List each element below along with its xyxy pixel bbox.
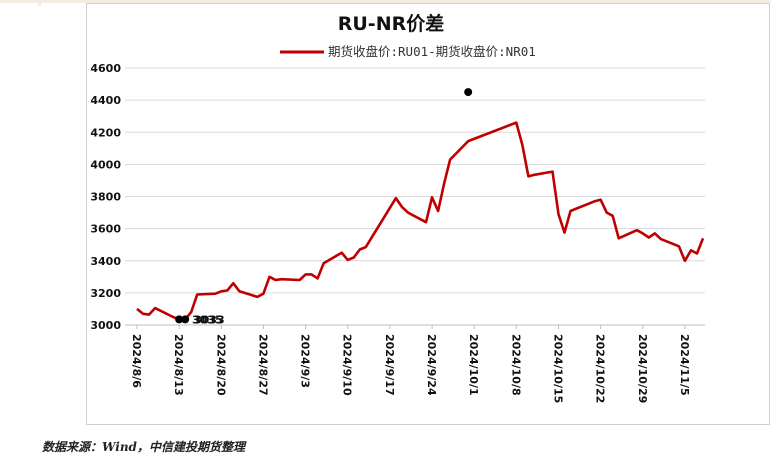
x-tick-label: 2024/10/15 <box>551 334 564 403</box>
y-tick-label: 4200 <box>90 126 121 139</box>
data-marker <box>175 315 184 324</box>
x-tick-label: 2024/9/24 <box>425 334 438 396</box>
series <box>136 121 705 321</box>
y-tick-label: 4000 <box>90 158 121 171</box>
x-tick-label: 2024/10/1 <box>467 334 480 396</box>
grid <box>125 67 705 326</box>
x-tick-label: 2024/9/17 <box>383 334 396 396</box>
left-rule <box>38 0 41 6</box>
y-tick-label: 3800 <box>90 191 121 204</box>
y-tick-label: 3200 <box>90 287 121 300</box>
legend-label: 期货收盘价:RU01-期货收盘价:NR01 <box>328 44 536 59</box>
x-tick-label: 2024/8/13 <box>172 334 185 396</box>
x-tick-label: 2024/10/8 <box>509 334 522 396</box>
chart-title: RU-NR价差 <box>338 12 444 35</box>
x-tick-label: 2024/9/3 <box>299 334 312 388</box>
data-marker <box>464 88 473 97</box>
data-label: 3033 <box>194 313 225 326</box>
x-tick-label: 2024/8/27 <box>256 334 269 396</box>
x-tick-label: 2024/8/6 <box>130 334 143 388</box>
y-axis: 3000 3200 3400 3600 3800 4000 4200 4400 4600 <box>90 62 121 332</box>
y-tick-label: 4400 <box>90 94 121 107</box>
x-tick-label: 2024/11/5 <box>678 334 691 396</box>
y-tick-label: 3400 <box>90 255 121 268</box>
x-axis: 2024/8/6 2024/8/13 2024/8/20 2024/8/27 2024/… <box>130 325 691 403</box>
data-marker <box>181 315 190 324</box>
top-rule <box>0 0 771 3</box>
x-tick-label: 2024/8/20 <box>214 334 227 396</box>
source-note: 数据来源：Wind，中信建投期货整理 <box>42 440 245 454</box>
y-tick-label: 4600 <box>90 62 121 75</box>
y-tick-label: 3600 <box>90 223 121 236</box>
x-tick-label: 2024/10/22 <box>594 334 607 403</box>
x-tick-label: 2024/10/29 <box>636 334 649 403</box>
x-tick-label: 2024/9/10 <box>341 334 354 396</box>
series-line <box>136 121 705 321</box>
data-label: 3035 <box>192 313 223 326</box>
y-tick-label: 3000 <box>90 319 121 332</box>
